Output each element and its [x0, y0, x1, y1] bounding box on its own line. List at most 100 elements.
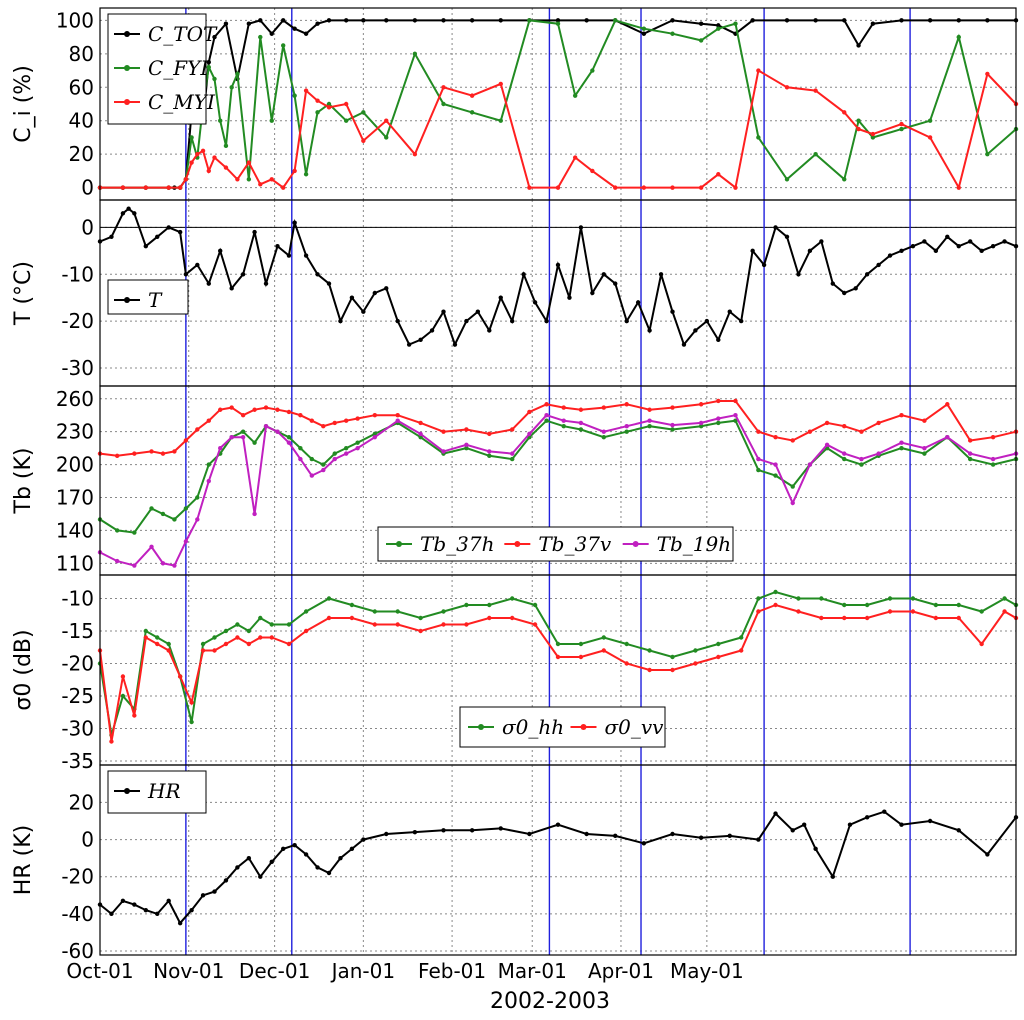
series-c_myi-point [143, 185, 148, 190]
series-c_myi-point [315, 98, 320, 103]
series-tb_19h-point [945, 434, 950, 440]
series-tb_19h-point [160, 561, 166, 566]
series-tb_37v-point [698, 402, 704, 407]
series-t-point [910, 243, 916, 249]
series-tb_37v-point [343, 418, 349, 423]
series-tb_37v-point [756, 429, 761, 434]
series-c_myi-point [195, 151, 200, 157]
series-tb_37h-point [601, 434, 606, 440]
x-tick-label: Nov-01 [153, 959, 224, 983]
legend: Tb_37h Tb_37v Tb_19h [377, 526, 734, 562]
series-tb_37h-point [343, 445, 349, 451]
series-σ0_hh-point [756, 596, 761, 601]
series-c_tot-point [698, 21, 704, 26]
series-tb_37v-point [114, 453, 120, 459]
series-tb_37v-point [206, 418, 211, 423]
series-hr-point [555, 822, 561, 827]
series-c_fyi-point [813, 151, 818, 157]
series-tb_37v-point [309, 418, 315, 423]
series-σ0_vv-point [235, 635, 240, 640]
series-tb_37h-point [132, 530, 137, 535]
series-tb_19h-point [544, 413, 549, 418]
series-tb_19h-point [149, 544, 154, 550]
series-t-point [567, 295, 572, 300]
series-c_tot-point [856, 43, 861, 48]
series-σ0_hh-point [796, 596, 801, 601]
series-tb_37v-point [441, 429, 446, 434]
series-hr-point [956, 828, 961, 833]
series-c_tot-point [750, 18, 755, 23]
y-tick-label: 40 [69, 109, 94, 133]
legend-label: σ0_hh [502, 715, 564, 739]
series-σ0_hh-point [933, 602, 939, 608]
series-σ0_hh-point [372, 609, 377, 614]
y-tick-label: -30 [61, 356, 94, 380]
series-tb_37h-point [773, 473, 778, 478]
series-σ0_hh-point [223, 628, 229, 634]
series-c_fyi-point [613, 18, 618, 23]
series-t-point [635, 300, 641, 305]
series-t-point [693, 328, 698, 333]
series-c_fyi-point [212, 76, 217, 82]
series-t-line [99, 207, 1017, 348]
series-c_fyi-point [206, 65, 211, 70]
series-t-point [143, 243, 148, 249]
series-σ0_hh-point [286, 622, 292, 627]
series-σ0_vv-point [670, 667, 675, 673]
series-tb_19h-point [527, 431, 532, 437]
series-c_tot-point [441, 18, 446, 23]
series-tb_37v-point [263, 405, 269, 410]
series-hr-point [315, 865, 320, 870]
series-σ0_hh-point [601, 635, 606, 640]
series-tb_37v-point [601, 405, 606, 410]
series-t-point [613, 281, 618, 286]
series-hr-point [384, 831, 389, 837]
series-σ0_hh-point [487, 602, 492, 608]
series-tb_37v-point [561, 405, 566, 410]
series-t-point [395, 318, 400, 324]
y-tick-label: -60 [61, 939, 94, 963]
series-c_tot-point [716, 23, 721, 28]
series-σ0_hh-line [99, 590, 1017, 736]
series-c_myi-point [212, 155, 217, 160]
series-t-point [933, 248, 939, 254]
y-tick-label: 80 [69, 42, 94, 66]
series-σ0_vv-point [269, 635, 274, 640]
series-hr-point [899, 822, 904, 827]
series-c_fyi-point [469, 110, 475, 115]
series-σ0_vv-point [223, 641, 229, 647]
series-t-point [876, 262, 881, 268]
series-tb_19h-point [418, 431, 423, 437]
series-σ0_vv-point [532, 622, 538, 627]
series-t-point [315, 272, 320, 277]
series-c_fyi-point [698, 38, 704, 43]
series-t-point [132, 211, 137, 216]
y-tick-label: 140 [56, 518, 94, 542]
series-σ0_vv-point [155, 641, 160, 647]
series-c_tot-point [813, 18, 818, 23]
series-σ0_hh-point [624, 641, 629, 647]
series-t-point [864, 272, 870, 277]
series-t-point [1002, 239, 1007, 244]
series-t-point [773, 225, 778, 230]
series-t-point [303, 253, 309, 258]
series-tb_37h-point [698, 424, 704, 429]
series-σ0_hh-point [166, 641, 171, 647]
series-σ0_hh-point [326, 596, 332, 601]
series-c_tot-point [956, 18, 961, 23]
series-tb_37v-point [332, 420, 337, 426]
series-c_tot-point [412, 18, 418, 23]
series-c_tot-point [326, 18, 332, 23]
series-t-point [286, 253, 292, 258]
series-c_fyi-point [441, 101, 446, 107]
series-σ0_hh-point [464, 602, 469, 608]
series-σ0_vv-point [756, 609, 761, 614]
series-hr-point [143, 907, 148, 913]
series-tb_37v-point [172, 449, 177, 454]
series-σ0_vv-point [372, 622, 377, 627]
series-tb_19h-point [206, 478, 211, 484]
series-c_fyi-point [555, 21, 561, 26]
series-tb_19h-point [601, 429, 606, 434]
series-tb_37v-point [876, 420, 881, 426]
series-tb_37v-point [298, 413, 303, 418]
